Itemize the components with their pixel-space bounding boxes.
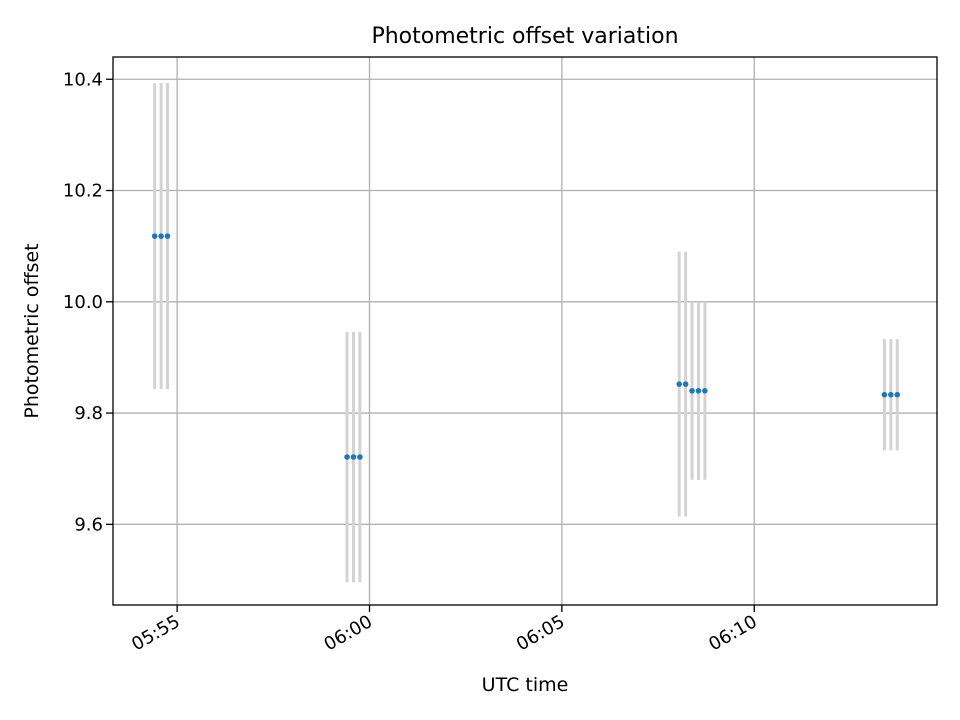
- y-axis-ticks: 9.6 9.8 10.0 10.2 10.4: [63, 69, 113, 535]
- y-axis-label: Photometric offset: [21, 243, 43, 418]
- data-point: [682, 381, 689, 387]
- data-points: [151, 233, 901, 460]
- grid: [113, 57, 937, 605]
- data-point: [344, 454, 350, 460]
- error-bars: [153, 83, 899, 583]
- y-tick-label: 9.6: [74, 514, 103, 535]
- x-tick-label: 06:10: [705, 611, 760, 655]
- y-tick-label: 10.0: [63, 292, 103, 313]
- data-point: [888, 391, 894, 398]
- x-tick-label: 06:00: [321, 611, 376, 655]
- data-point: [164, 233, 171, 239]
- data-point: [350, 454, 357, 460]
- data-point: [689, 388, 695, 394]
- x-tick-label: 06:05: [513, 611, 568, 655]
- plot-frame: [112, 56, 938, 606]
- y-tick-label: 10.4: [63, 69, 103, 90]
- data-point: [158, 233, 164, 239]
- x-axis-ticks: 05:55 06:00 06:05 06:10: [128, 605, 761, 655]
- y-tick-label: 9.8: [74, 403, 103, 424]
- data-point: [881, 391, 888, 398]
- data-point: [676, 381, 683, 387]
- data-point: [151, 233, 158, 239]
- chart-title: Photometric offset variation: [371, 24, 678, 49]
- data-point: [695, 388, 702, 394]
- y-tick-label: 10.2: [63, 181, 103, 202]
- x-tick-label: 05:55: [128, 611, 183, 655]
- data-point: [894, 391, 901, 398]
- data-point: [357, 454, 363, 460]
- x-axis-label: UTC time: [482, 674, 569, 696]
- data-point: [702, 388, 708, 394]
